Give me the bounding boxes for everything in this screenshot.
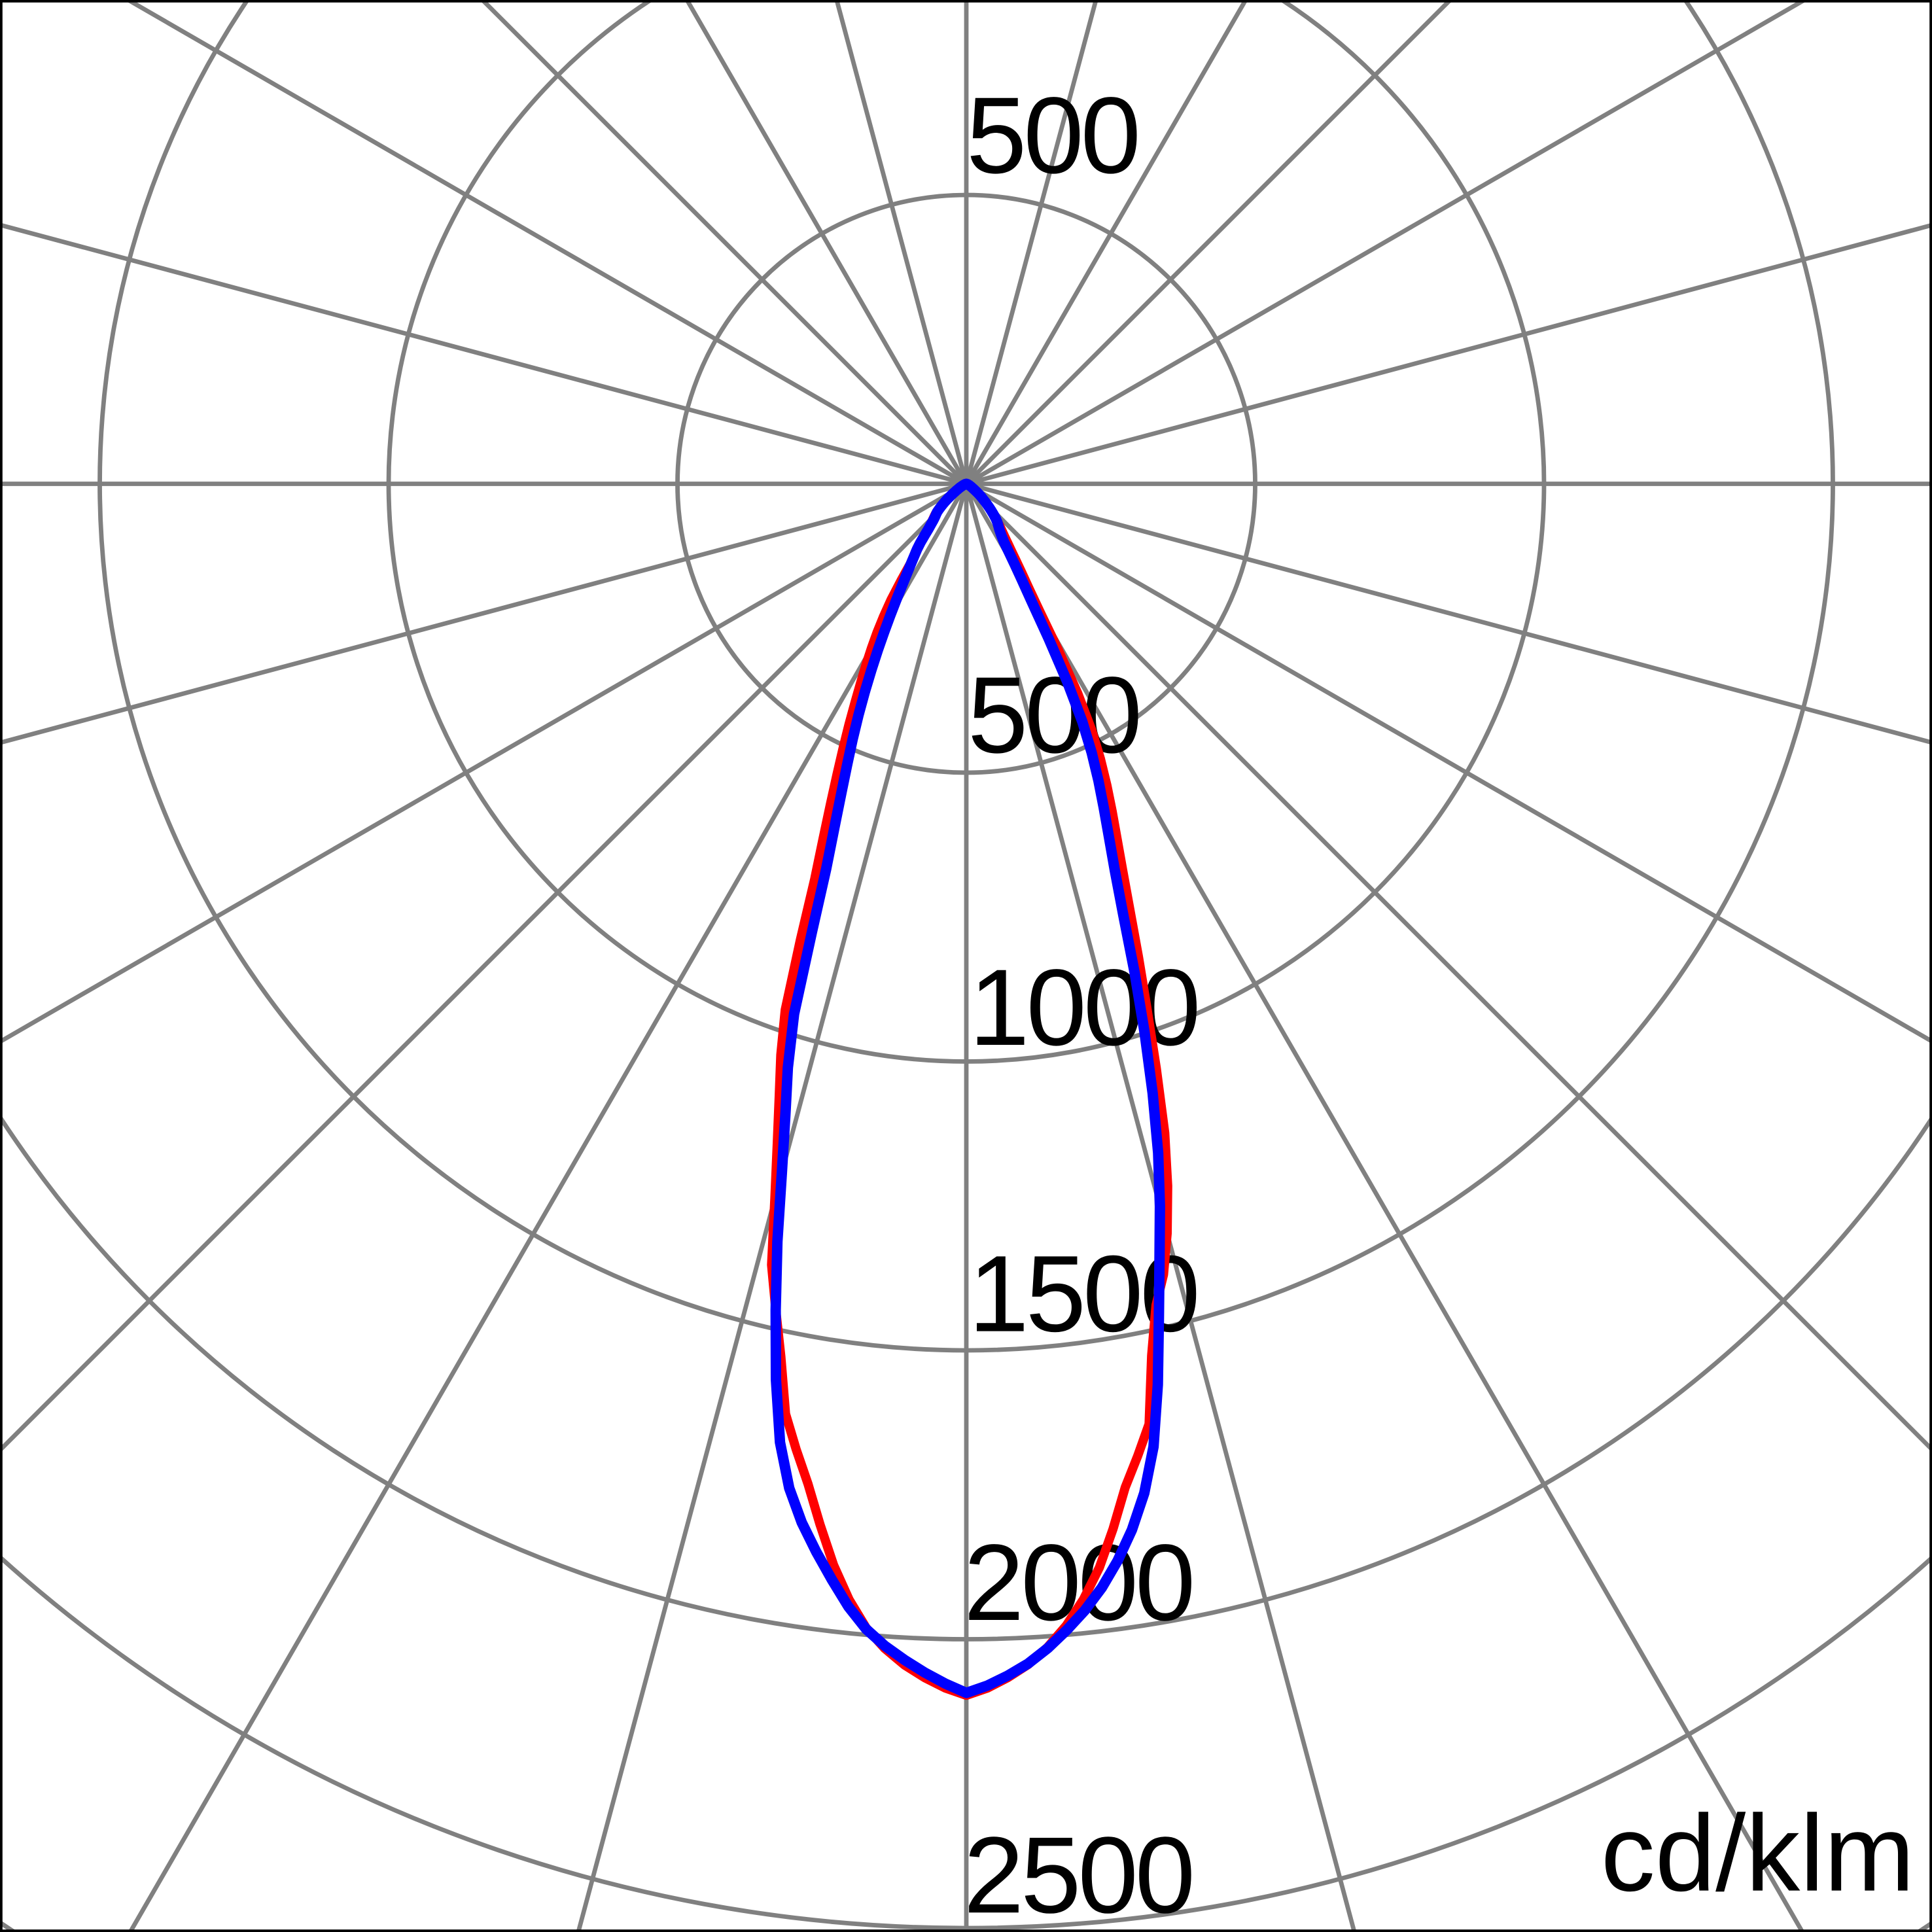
- svg-text:2500: 2500: [964, 1815, 1192, 1932]
- svg-text:1000: 1000: [969, 947, 1197, 1068]
- svg-text:500: 500: [966, 75, 1138, 196]
- svg-text:500: 500: [968, 655, 1139, 776]
- svg-text:cd/klm: cd/klm: [1601, 1793, 1915, 1914]
